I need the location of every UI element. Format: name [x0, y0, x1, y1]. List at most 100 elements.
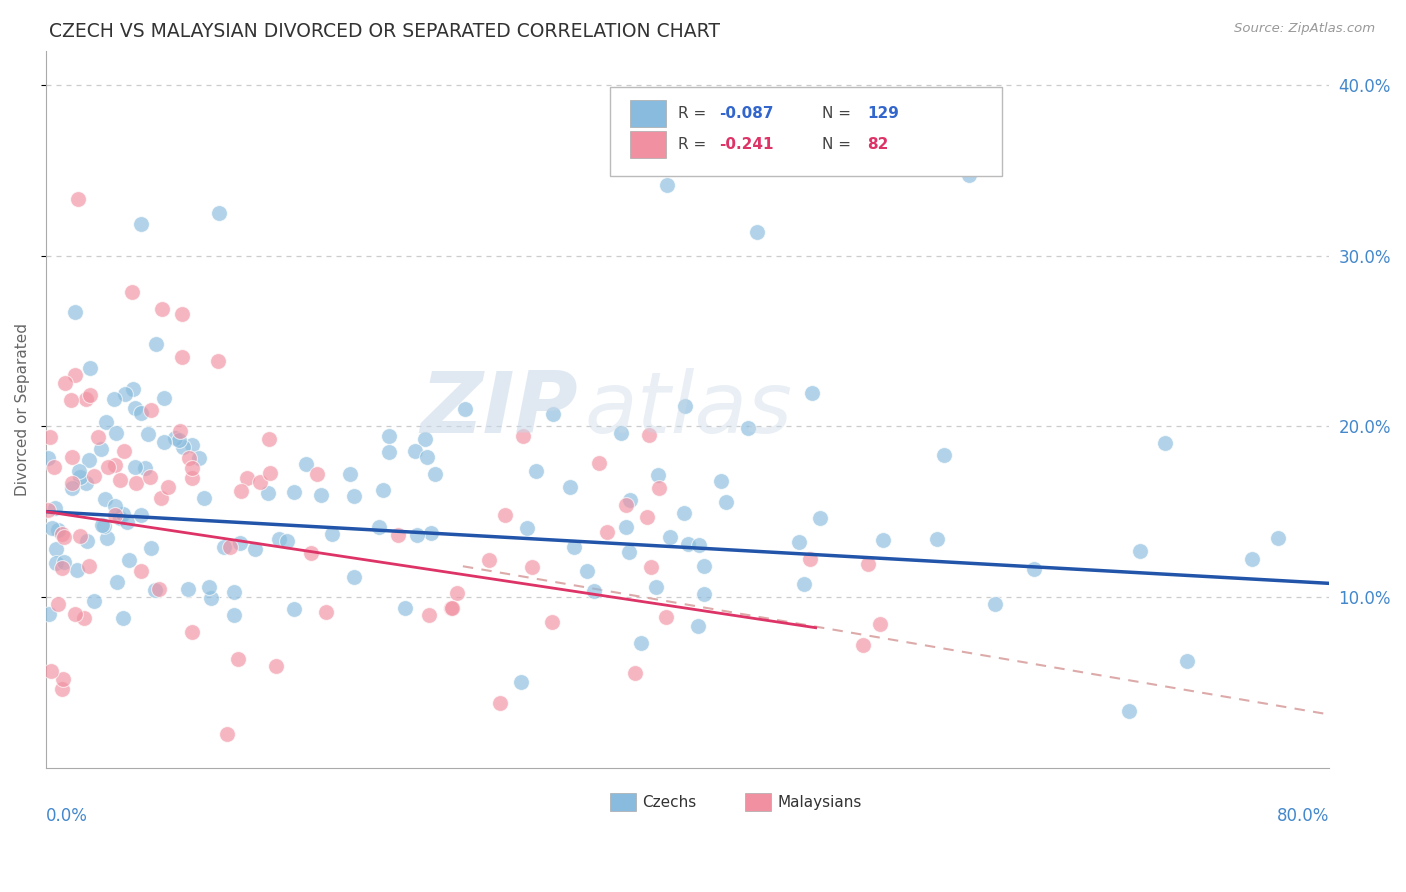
- Point: [39, 664, 62, 678]
- Point: [1153, 436, 1175, 450]
- Point: [217, 727, 239, 741]
- Point: [984, 598, 1007, 612]
- Text: 0.0%: 0.0%: [46, 807, 87, 825]
- Point: [647, 468, 669, 483]
- Point: [121, 285, 143, 299]
- Point: [139, 402, 162, 417]
- Point: [46, 597, 69, 611]
- Point: [637, 428, 659, 442]
- Point: [283, 602, 305, 616]
- Text: N =: N =: [823, 106, 856, 121]
- Point: [143, 583, 166, 598]
- Point: [658, 531, 681, 545]
- Point: [932, 448, 955, 462]
- Point: [39, 429, 62, 443]
- Point: [170, 350, 193, 364]
- Point: [801, 385, 824, 400]
- Point: [79, 360, 101, 375]
- Point: [121, 382, 143, 396]
- Point: [148, 582, 170, 596]
- Point: [114, 387, 136, 401]
- Text: Czechs: Czechs: [643, 795, 697, 810]
- Point: [180, 624, 202, 639]
- Point: [259, 467, 281, 481]
- Point: [87, 430, 110, 444]
- Point: [208, 206, 231, 220]
- Point: [150, 301, 173, 316]
- Point: [105, 574, 128, 589]
- Point: [37, 450, 59, 465]
- Point: [112, 508, 135, 522]
- Point: [136, 426, 159, 441]
- Point: [139, 541, 162, 556]
- Point: [177, 582, 200, 596]
- Point: [60, 392, 83, 407]
- Point: [510, 675, 533, 690]
- Point: [558, 480, 581, 494]
- Text: CZECH VS MALAYSIAN DIVORCED OR SEPARATED CORRELATION CHART: CZECH VS MALAYSIAN DIVORCED OR SEPARATED…: [49, 22, 720, 41]
- Point: [259, 432, 281, 446]
- Point: [852, 639, 875, 653]
- Point: [616, 499, 638, 513]
- Point: [624, 666, 647, 681]
- Point: [129, 218, 152, 232]
- Point: [856, 557, 879, 571]
- Point: [94, 415, 117, 429]
- Point: [76, 534, 98, 549]
- Point: [1129, 544, 1152, 558]
- Point: [305, 467, 328, 481]
- Point: [145, 336, 167, 351]
- Point: [229, 483, 252, 498]
- Point: [737, 421, 759, 435]
- Point: [42, 460, 65, 475]
- Point: [41, 521, 63, 535]
- Point: [218, 540, 240, 554]
- Text: 80.0%: 80.0%: [1277, 807, 1329, 825]
- Point: [83, 594, 105, 608]
- Point: [52, 673, 75, 687]
- Point: [187, 451, 209, 466]
- Point: [673, 399, 696, 413]
- Point: [419, 526, 441, 541]
- Point: [582, 584, 605, 599]
- Point: [648, 481, 671, 495]
- Point: [256, 486, 278, 500]
- Point: [77, 453, 100, 467]
- Text: -0.087: -0.087: [720, 106, 773, 121]
- Text: 82: 82: [868, 137, 889, 153]
- Point: [63, 368, 86, 383]
- Point: [339, 467, 361, 482]
- Point: [104, 499, 127, 513]
- Point: [311, 488, 333, 502]
- Point: [693, 587, 716, 601]
- Text: atlas: atlas: [585, 368, 793, 450]
- Point: [207, 354, 229, 368]
- Point: [124, 476, 146, 491]
- Point: [69, 529, 91, 543]
- Point: [45, 556, 67, 570]
- Point: [562, 541, 585, 555]
- Point: [79, 388, 101, 402]
- Point: [617, 545, 640, 559]
- Point: [378, 429, 401, 443]
- Point: [118, 553, 141, 567]
- Bar: [630, 100, 665, 128]
- Point: [406, 528, 429, 542]
- Point: [198, 580, 221, 594]
- Point: [75, 392, 97, 407]
- Point: [226, 652, 249, 666]
- Point: [321, 526, 343, 541]
- Point: [619, 492, 641, 507]
- Point: [108, 473, 131, 487]
- Point: [610, 425, 633, 440]
- Point: [104, 508, 127, 523]
- Point: [103, 392, 125, 406]
- Point: [94, 491, 117, 506]
- Point: [66, 563, 89, 577]
- Point: [52, 530, 75, 544]
- Point: [134, 461, 156, 475]
- Point: [283, 484, 305, 499]
- Point: [243, 542, 266, 557]
- Point: [799, 551, 821, 566]
- Point: [149, 491, 172, 506]
